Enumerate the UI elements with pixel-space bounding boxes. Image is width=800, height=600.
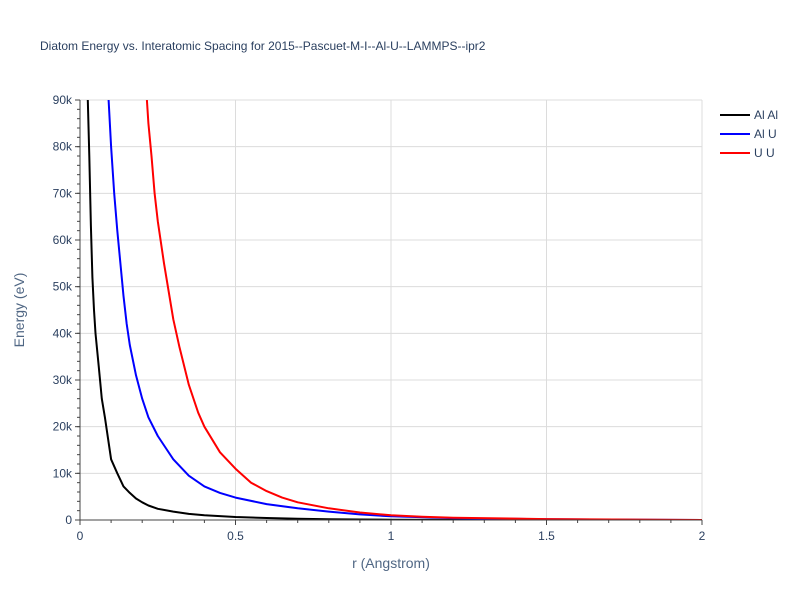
legend-item[interactable]: Al U [720,127,777,141]
grid [80,99,703,520]
y-tick-label: 20k [53,420,73,434]
y-tick-label: 30k [53,373,73,387]
series-layer [86,100,702,520]
y-tick-label: 90k [53,93,73,107]
legend-item[interactable]: U U [720,146,775,160]
legend-label: U U [754,146,775,160]
ticks: 0 0.5 1 1.5 2 0 10k 20k 30k 40k 50k 60k 70k 80k 90k [53,93,706,543]
y-tick-label: 60k [53,233,73,247]
legend-item[interactable]: Al Al [720,108,778,122]
y-tick-label: 40k [53,326,73,340]
legend: Al Al Al U U U [720,108,778,160]
x-axis-title: r (Angstrom) [352,555,430,571]
y-tick-label: 10k [53,466,73,480]
y-axis-title: Energy (eV) [11,273,27,348]
y-tick-label: 80k [53,140,73,154]
y-tick-label: 0 [65,513,72,527]
x-tick-label: 1.5 [538,529,555,543]
x-tick-label: 2 [699,529,706,543]
series-line-u-u [145,100,702,520]
x-tick-label: 1 [388,529,395,543]
chart-title: Diatom Energy vs. Interatomic Spacing fo… [40,39,486,53]
series-line-al-al [86,100,702,520]
x-tick-label: 0 [77,529,84,543]
y-tick-label: 50k [53,280,73,294]
legend-label: Al Al [754,108,778,122]
legend-label: Al U [754,127,777,141]
y-tick-label: 70k [53,186,73,200]
x-tick-label: 0.5 [227,529,244,543]
series-line-al-u [107,100,702,520]
